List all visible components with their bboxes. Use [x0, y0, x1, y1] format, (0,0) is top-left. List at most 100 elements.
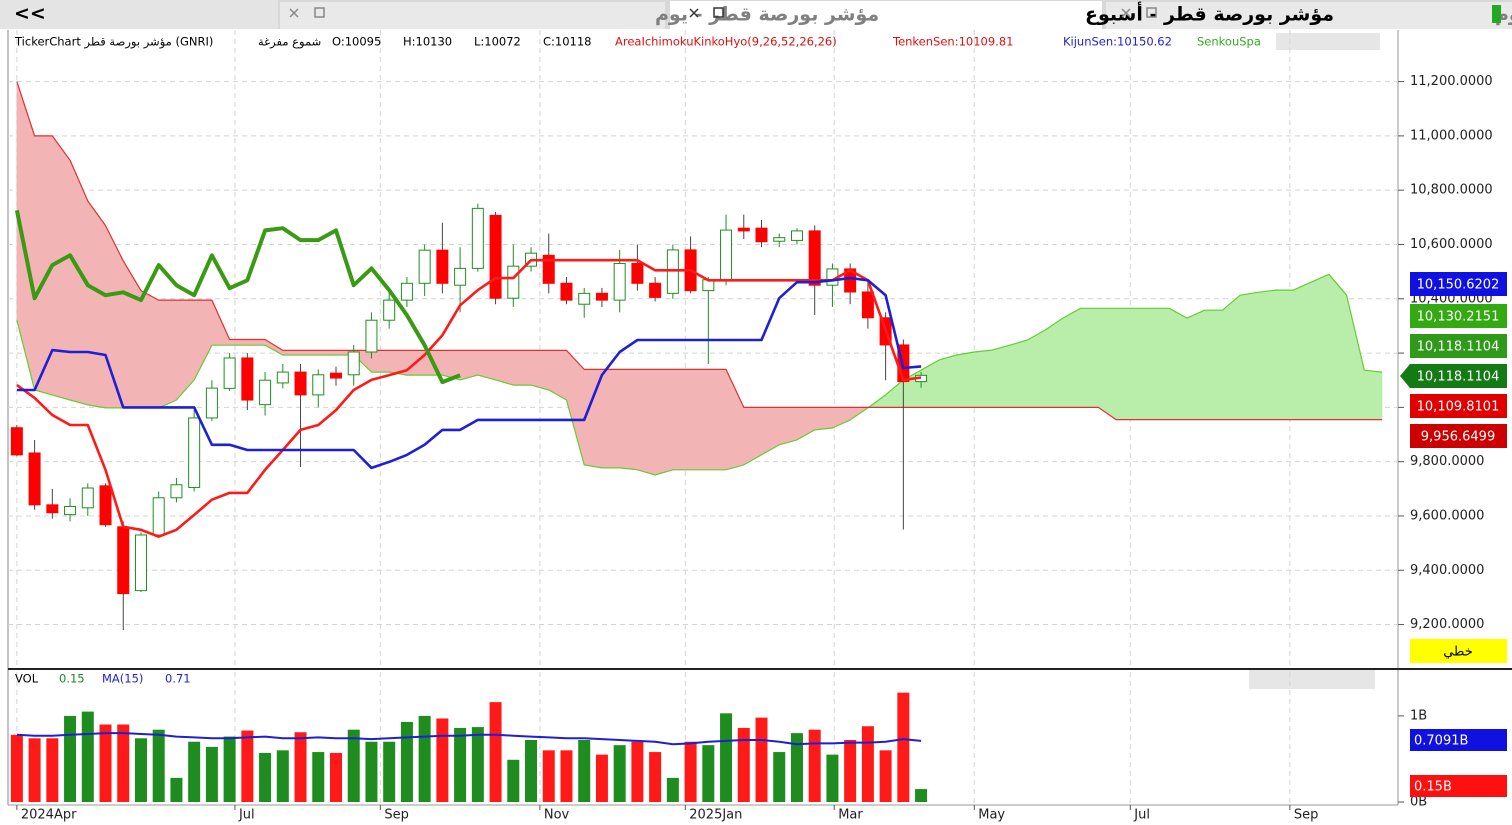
cloud-segment [247, 339, 266, 346]
info-text: C:10118 [543, 35, 592, 49]
volume-bar [329, 752, 342, 802]
info-text: شموع مفرغة [258, 35, 321, 50]
candle-body [666, 249, 679, 294]
cloud-segment [282, 350, 301, 356]
candle-body [259, 379, 272, 406]
candle-body [418, 249, 431, 284]
cloud-segment [1098, 307, 1117, 421]
volume-bar [844, 740, 857, 802]
candle-body [400, 282, 413, 301]
cloud-segment [1310, 273, 1330, 420]
indicator-line [14, 209, 461, 385]
cloud-segment [530, 350, 550, 391]
info-text: AreaIchimokuKinkoHyo(9,26,52,26,26) [615, 35, 837, 49]
volume-bar [720, 713, 733, 802]
price-badge-label: 10,109.8101 [1417, 400, 1500, 415]
info-text: O:10095 [332, 35, 381, 49]
cloud-segment [1151, 307, 1170, 420]
volume-bar [312, 752, 325, 802]
maximize-icon[interactable] [713, 7, 724, 18]
volume-bar [755, 717, 768, 802]
volume-bar [188, 741, 201, 802]
volume-bar [64, 715, 77, 802]
cloud-segment [956, 351, 975, 408]
cloud-segment [654, 369, 674, 476]
candle-body [631, 262, 644, 284]
x-tick-label: May [978, 808, 1005, 823]
collapse-button[interactable]: << [14, 3, 46, 25]
pane-toolbar[interactable] [1276, 33, 1380, 50]
maximize-icon[interactable] [1146, 7, 1157, 18]
close-icon[interactable] [689, 8, 699, 18]
cloud-segment [814, 407, 833, 431]
volume-bar [259, 752, 272, 802]
price-badge [1410, 272, 1507, 296]
price-badge [1410, 334, 1507, 358]
volume-badge [1410, 729, 1507, 751]
volume-bar [826, 754, 839, 802]
senkou-span-b [16, 81, 1382, 421]
volume-bar [117, 724, 130, 802]
candle-body [347, 351, 360, 376]
volume-bar [347, 729, 360, 802]
price-badge [1410, 304, 1507, 328]
cloud-segment [973, 349, 993, 408]
cloud-segment [229, 339, 248, 346]
maximize-icon[interactable] [314, 7, 325, 18]
volume-bar [737, 727, 750, 802]
candle-body [613, 262, 626, 301]
volume-bar [879, 750, 892, 802]
volume-bar [684, 741, 697, 802]
pane-toolbar[interactable] [1249, 670, 1375, 689]
y-tick-label: 1B [1410, 708, 1427, 723]
candle-body [365, 319, 378, 353]
volume-header-text: MA(15) [102, 672, 143, 686]
volume-bar [649, 752, 662, 802]
cloud-segment [1186, 309, 1206, 420]
x-tick-label: Sep [1294, 808, 1319, 823]
candle-body [861, 291, 874, 319]
candle-body [188, 417, 201, 488]
y-tick-label: 10,800.0000 [1410, 183, 1493, 198]
volume-bar [276, 750, 289, 802]
tab-active[interactable] [670, 1, 1102, 29]
volume-bar [666, 777, 679, 802]
volume-bar [595, 754, 608, 802]
price-badge-label: 10,150.6202 [1417, 278, 1500, 293]
volume-bar [400, 721, 413, 802]
info-text: KijunSen:10150.62 [1063, 35, 1172, 49]
volume-bar [383, 741, 396, 802]
x-tick-label: Mar [838, 808, 863, 823]
tab-icons [289, 7, 1157, 18]
cloud-segment [1168, 307, 1188, 420]
y-tick-label: 9,800.0000 [1410, 454, 1484, 469]
tab-title[interactable]: مؤشر بورصة قطر - يوم [655, 4, 879, 26]
tab-collapse-area[interactable] [0, 0, 278, 29]
tab[interactable] [280, 2, 665, 29]
close-icon[interactable] [289, 8, 299, 18]
volume-bar [702, 745, 715, 802]
volume-bar [294, 732, 307, 802]
candle-body [170, 484, 183, 499]
cloud-segment [1204, 309, 1223, 420]
close-icon[interactable] [1121, 8, 1131, 18]
candle-body [454, 267, 467, 286]
candle-body [489, 214, 502, 299]
price-badge [1410, 424, 1507, 448]
volume-bar [507, 759, 520, 802]
candle-body [755, 227, 768, 243]
tab[interactable] [1106, 2, 1512, 29]
volume-bar [897, 692, 910, 802]
cloud-segment [778, 407, 798, 446]
cloud-segment [1222, 294, 1241, 420]
price-badge-label: خطي [1443, 645, 1473, 660]
price-badge [1410, 394, 1507, 418]
tab-title[interactable]: مؤشر بورصة قطر - أسبوع [1085, 2, 1334, 26]
cloud-segment [601, 369, 620, 469]
moving-average-line [16, 732, 922, 746]
y-tick-label: 11,000.0000 [1410, 128, 1493, 143]
volume-bar [471, 727, 484, 802]
volume-bar [915, 789, 928, 802]
volume-bar [418, 715, 431, 802]
volume-bar [46, 738, 59, 802]
